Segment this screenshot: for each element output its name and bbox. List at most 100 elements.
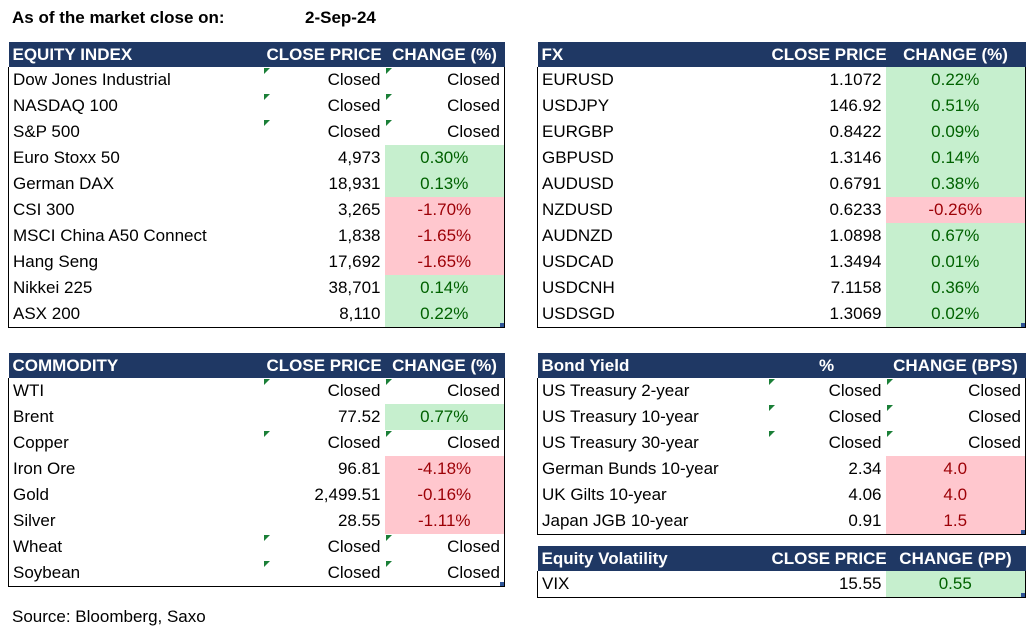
table-row: USDJPY 146.92 0.51% xyxy=(537,93,1026,119)
equity-index-table: EQUITY INDEX CLOSE PRICE CHANGE (%) Dow … xyxy=(8,42,505,328)
commodity-col-name: COMMODITY xyxy=(8,353,263,378)
row-name: Silver xyxy=(8,508,263,534)
row-close-value: 1.3069 xyxy=(767,301,886,328)
table-row: German Bunds 10-year 2.34 4.0 xyxy=(537,456,1026,482)
row-name: Wheat xyxy=(8,534,263,560)
table-row: Gold 2,499.51 -0.16% xyxy=(8,482,505,508)
row-change-value: -0.26% xyxy=(885,197,1026,223)
table-row: WTI Closed Closed xyxy=(8,378,505,404)
row-change-value: -0.16% xyxy=(384,482,505,508)
row-name: Soybean xyxy=(8,560,263,587)
table-row: USDSGD 1.3069 0.02% xyxy=(537,301,1026,328)
row-name: USDCNH xyxy=(537,275,768,301)
row-change-value: Closed xyxy=(885,404,1026,430)
row-name: USDCAD xyxy=(537,249,768,275)
row-name: S&P 500 xyxy=(8,119,263,145)
fx-body: EURUSD 1.1072 0.22% USDJPY 146.92 0.51% EURGBP… xyxy=(537,67,1026,328)
volatility-col-name: Equity Volatility xyxy=(537,546,768,571)
bond-col-percent: % xyxy=(767,353,886,378)
commodity-table: COMMODITY CLOSE PRICE CHANGE (%) WTI Clos… xyxy=(8,353,505,587)
bond-yield-table: Bond Yield % CHANGE (BPS) US Treasury 2-… xyxy=(537,353,1026,535)
row-close-value: Closed xyxy=(263,378,385,404)
row-close-value: 0.8422 xyxy=(829,122,882,141)
row-name: NASDAQ 100 xyxy=(8,93,263,119)
row-close-value: Closed xyxy=(768,404,886,430)
row-close-value: 0.6233 xyxy=(829,200,882,219)
row-name: USDSGD xyxy=(537,301,768,328)
row-name: Gold xyxy=(8,482,263,508)
row-name: US Treasury 2-year xyxy=(537,378,768,404)
row-name: GBPUSD xyxy=(537,145,768,171)
row-close-value: 2.34 xyxy=(848,459,882,478)
table-row: Silver 28.55 -1.11% xyxy=(8,508,505,534)
row-name: CSI 300 xyxy=(8,197,263,223)
row-change-value: 0.30% xyxy=(384,145,505,171)
equity-volatility-table: Equity Volatility CLOSE PRICE CHANGE (PP… xyxy=(537,546,1026,598)
row-change-value: Closed xyxy=(384,93,505,119)
row-change-value: 0.14% xyxy=(885,145,1026,171)
table-row: NASDAQ 100 Closed Closed xyxy=(8,93,505,119)
table-row: Japan JGB 10-year 0.91 1.5 xyxy=(537,508,1026,535)
row-change-value: 0.13% xyxy=(384,171,505,197)
row-close-value: Closed xyxy=(768,430,886,456)
table-row: Euro Stoxx 50 4,973 0.30% xyxy=(8,145,505,171)
row-close-value: 28.55 xyxy=(337,511,381,530)
table-row: Hang Seng 17,692 -1.65% xyxy=(8,249,505,275)
row-close-value: 1,838 xyxy=(337,226,381,245)
commodity-header-row: COMMODITY CLOSE PRICE CHANGE (%) xyxy=(8,353,505,378)
row-change-value: -4.18% xyxy=(384,456,505,482)
table-row: US Treasury 2-year Closed Closed xyxy=(537,378,1026,404)
row-name: Iron Ore xyxy=(8,456,263,482)
bond-header-row: Bond Yield % CHANGE (BPS) xyxy=(537,353,1026,378)
table-row: EURGBP 0.8422 0.09% xyxy=(537,119,1026,145)
table-row: US Treasury 10-year Closed Closed xyxy=(537,404,1026,430)
fx-table: FX CLOSE PRICE CHANGE (%) EURUSD 1.1072 0.… xyxy=(537,42,1026,328)
table-row: ASX 200 8,110 0.22% xyxy=(8,301,505,328)
row-close-value: 77.52 xyxy=(337,407,381,426)
table-row: GBPUSD 1.3146 0.14% xyxy=(537,145,1026,171)
volatility-col-close: CLOSE PRICE xyxy=(767,546,886,571)
row-change-value: 1.5 xyxy=(885,508,1026,535)
row-name: Brent xyxy=(8,404,263,430)
row-close-value: 17,692 xyxy=(328,252,381,271)
row-change-value: Closed xyxy=(384,534,505,560)
row-name: USDJPY xyxy=(537,93,768,119)
table-row: USDCNH 7.1158 0.36% xyxy=(537,275,1026,301)
row-close-value: 1.3494 xyxy=(829,252,882,271)
row-change-value: Closed xyxy=(384,560,505,587)
volatility-header-row: Equity Volatility CLOSE PRICE CHANGE (PP… xyxy=(537,546,1026,571)
row-change-value: -1.11% xyxy=(384,508,505,534)
bond-col-name: Bond Yield xyxy=(537,353,768,378)
volatility-body: VIX 15.55 0.55 xyxy=(537,571,1026,598)
bond-col-change: CHANGE (BPS) xyxy=(885,353,1026,378)
commodity-col-change: CHANGE (%) xyxy=(384,353,505,378)
row-name: ASX 200 xyxy=(8,301,263,328)
row-change-value: 0.55 xyxy=(885,571,1026,598)
table-row: AUDNZD 1.0898 0.67% xyxy=(537,223,1026,249)
row-change-value: Closed xyxy=(384,430,505,456)
table-row: CSI 300 3,265 -1.70% xyxy=(8,197,505,223)
table-row: NZDUSD 0.6233 -0.26% xyxy=(537,197,1026,223)
row-close-value: 0.91 xyxy=(767,508,886,535)
row-change-value: Closed xyxy=(384,378,505,404)
row-close-value: 1.0898 xyxy=(829,226,882,245)
row-change-value: Closed xyxy=(384,119,505,145)
row-close-value: 18,931 xyxy=(328,174,381,193)
table-row: VIX 15.55 0.55 xyxy=(537,571,1026,598)
table-row: German DAX 18,931 0.13% xyxy=(8,171,505,197)
table-row: MSCI China A50 Connect 1,838 -1.65% xyxy=(8,223,505,249)
row-close-value: Closed xyxy=(263,430,385,456)
fx-header-row: FX CLOSE PRICE CHANGE (%) xyxy=(537,42,1026,67)
row-close-value: 15.55 xyxy=(767,571,886,598)
table-row: Brent 77.52 0.77% xyxy=(8,404,505,430)
row-name: Nikkei 225 xyxy=(8,275,263,301)
row-close-value: Closed xyxy=(262,560,385,587)
row-change-value: -1.65% xyxy=(384,223,505,249)
row-name: Copper xyxy=(8,430,263,456)
row-change-value: Closed xyxy=(885,378,1026,404)
equity-header-row: EQUITY INDEX CLOSE PRICE CHANGE (%) xyxy=(8,42,505,67)
table-row: Iron Ore 96.81 -4.18% xyxy=(8,456,505,482)
table-row: USDCAD 1.3494 0.01% xyxy=(537,249,1026,275)
row-change-value: 0.01% xyxy=(885,249,1026,275)
row-name: German Bunds 10-year xyxy=(537,456,768,482)
